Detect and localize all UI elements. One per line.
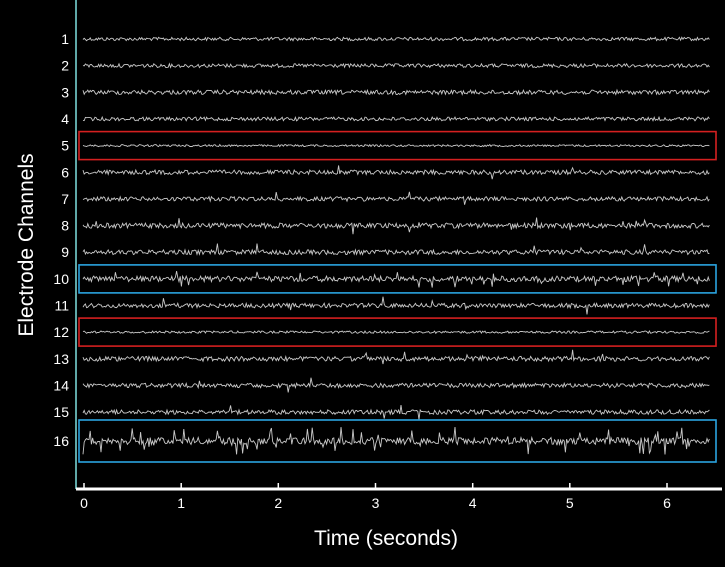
channel-traces xyxy=(82,36,710,455)
channel-label-16: 16 xyxy=(53,433,69,449)
channel-label-4: 4 xyxy=(61,111,69,127)
x-tick-label-4: 4 xyxy=(469,495,477,511)
x-ticks: 0 1 2 3 4 5 6 xyxy=(80,483,671,511)
channel-trace-10 xyxy=(82,271,710,288)
channel-label-13: 13 xyxy=(53,351,69,367)
channel-trace-12 xyxy=(82,330,710,335)
channel-label-14: 14 xyxy=(53,377,69,393)
x-tick-label-2: 2 xyxy=(274,495,282,511)
x-tick-label-3: 3 xyxy=(372,495,380,511)
channel-label-9: 9 xyxy=(61,244,69,260)
channel-trace-6 xyxy=(82,165,710,180)
channel-label-10: 10 xyxy=(53,271,69,287)
highlight-box-channel-12 xyxy=(78,317,717,347)
channel-trace-7 xyxy=(82,191,710,205)
channel-label-7: 7 xyxy=(61,191,69,207)
channel-trace-8 xyxy=(82,217,710,235)
x-tick-label-6: 6 xyxy=(663,495,671,511)
highlight-box-channel-16 xyxy=(78,419,717,463)
channel-trace-13 xyxy=(82,349,710,365)
channel-label-6: 6 xyxy=(61,164,69,180)
axes xyxy=(75,0,722,491)
channel-trace-15 xyxy=(82,405,710,420)
channel-label-1: 1 xyxy=(61,31,69,47)
channel-trace-1 xyxy=(82,36,710,42)
x-tick-label-1: 1 xyxy=(177,495,185,511)
channel-trace-4 xyxy=(82,115,710,122)
channel-label-15: 15 xyxy=(53,404,69,420)
highlight-box-channel-10 xyxy=(78,264,717,294)
channel-label-5: 5 xyxy=(61,138,69,154)
highlight-boxes xyxy=(78,130,717,463)
channel-trace-16 xyxy=(82,426,710,455)
channel-trace-11 xyxy=(82,296,710,315)
channel-trace-2 xyxy=(82,62,710,69)
x-tick-label-5: 5 xyxy=(566,495,574,511)
channel-label-2: 2 xyxy=(61,58,69,74)
x-axis-label: Time (seconds) xyxy=(314,527,458,550)
channel-label-3: 3 xyxy=(61,84,69,100)
channel-trace-9 xyxy=(82,243,710,256)
y-axis-label: Electrode Channels xyxy=(15,153,38,336)
channel-label-11: 11 xyxy=(54,298,69,314)
channel-label-12: 12 xyxy=(53,324,69,340)
channel-trace-3 xyxy=(82,88,710,96)
x-tick-label-0: 0 xyxy=(80,495,88,511)
channel-trace-14 xyxy=(82,377,710,393)
channel-label-8: 8 xyxy=(61,218,69,234)
highlight-box-channel-5 xyxy=(78,130,717,161)
channel-trace-5 xyxy=(82,143,710,148)
